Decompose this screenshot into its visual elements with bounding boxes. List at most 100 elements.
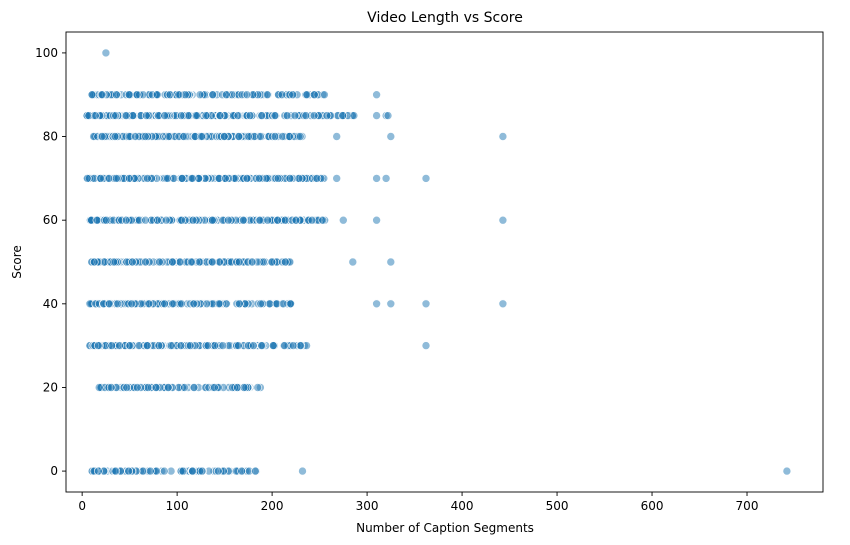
data-point	[208, 215, 217, 225]
data-point	[224, 215, 233, 225]
data-point	[280, 215, 290, 225]
data-point	[332, 174, 342, 183]
data-point	[372, 111, 381, 120]
data-point	[124, 466, 133, 476]
data-point	[348, 257, 358, 267]
data-point	[177, 215, 186, 225]
data-point	[132, 90, 142, 99]
data-point	[143, 174, 152, 183]
data-point	[782, 466, 792, 476]
x-tick-label: 300	[356, 499, 379, 513]
data-point	[338, 215, 348, 225]
data-point	[256, 132, 265, 141]
data-point	[87, 90, 97, 99]
data-point	[161, 215, 171, 225]
data-point	[155, 257, 164, 267]
data-point	[186, 341, 195, 350]
data-point	[239, 383, 249, 392]
data-point	[197, 466, 207, 476]
data-point	[208, 90, 218, 99]
data-point	[125, 341, 135, 350]
data-point	[291, 215, 301, 225]
data-point	[498, 215, 508, 225]
plot-frame	[65, 31, 824, 493]
data-point	[124, 90, 134, 99]
data-point	[237, 466, 246, 476]
data-point	[113, 299, 122, 309]
data-point	[180, 383, 189, 392]
data-point	[134, 341, 144, 350]
data-point	[144, 299, 154, 309]
data-point	[218, 341, 228, 350]
data-point	[202, 299, 212, 309]
data-point	[220, 132, 229, 141]
data-point	[160, 111, 169, 120]
data-point	[270, 132, 280, 141]
data-point	[154, 341, 164, 350]
data-point	[249, 341, 258, 350]
x-tick-label: 400	[451, 499, 474, 513]
data-point	[208, 257, 217, 267]
data-point	[222, 90, 231, 99]
data-point	[189, 383, 199, 392]
data-point	[178, 466, 188, 476]
data-point	[290, 111, 300, 120]
data-point	[163, 383, 173, 392]
data-point	[238, 215, 248, 225]
data-point	[309, 111, 319, 120]
data-point	[164, 132, 173, 141]
data-point	[256, 299, 266, 309]
data-point	[277, 90, 287, 99]
data-point	[176, 111, 186, 120]
data-point	[175, 257, 185, 267]
data-point	[109, 257, 118, 267]
data-point	[83, 174, 92, 183]
data-point	[235, 299, 244, 309]
x-axis: 0 100 200 300 400 500 600 700	[78, 492, 758, 513]
data-point	[142, 341, 152, 350]
data-point	[498, 132, 508, 141]
data-point	[381, 174, 391, 183]
data-point	[133, 383, 142, 392]
data-point	[168, 257, 177, 267]
data-point	[163, 174, 172, 183]
data-point	[177, 174, 187, 183]
data-point	[94, 383, 104, 392]
x-tick-label: 100	[166, 499, 189, 513]
data-point	[102, 215, 111, 225]
y-tick-label: 80	[43, 130, 58, 144]
data-point	[96, 174, 105, 183]
data-point	[257, 341, 267, 350]
data-point	[141, 215, 150, 225]
data-point	[301, 111, 311, 120]
data-point	[184, 111, 193, 120]
data-point	[125, 174, 134, 183]
data-point	[263, 215, 273, 225]
data-point	[278, 299, 288, 309]
y-tick-label: 0	[50, 464, 58, 478]
data-point	[332, 132, 342, 141]
data-point	[338, 111, 347, 120]
data-point	[372, 299, 381, 309]
data-point	[302, 90, 312, 99]
data-point	[285, 174, 295, 183]
x-tick-label: 200	[261, 499, 284, 513]
data-point	[111, 111, 120, 120]
data-point	[233, 111, 243, 120]
data-point	[90, 257, 99, 267]
data-point	[254, 174, 264, 183]
data-point	[189, 299, 198, 309]
data-point	[273, 174, 283, 183]
y-axis: 0 20 40 60 80 100	[35, 46, 66, 478]
data-point	[195, 90, 205, 99]
data-point	[294, 174, 304, 183]
data-point	[143, 383, 153, 392]
data-point	[372, 215, 381, 225]
data-point	[110, 132, 120, 141]
data-point	[280, 257, 290, 267]
data-point	[421, 299, 431, 309]
data-point	[234, 132, 243, 141]
data-point	[247, 257, 257, 267]
data-point	[122, 111, 131, 120]
